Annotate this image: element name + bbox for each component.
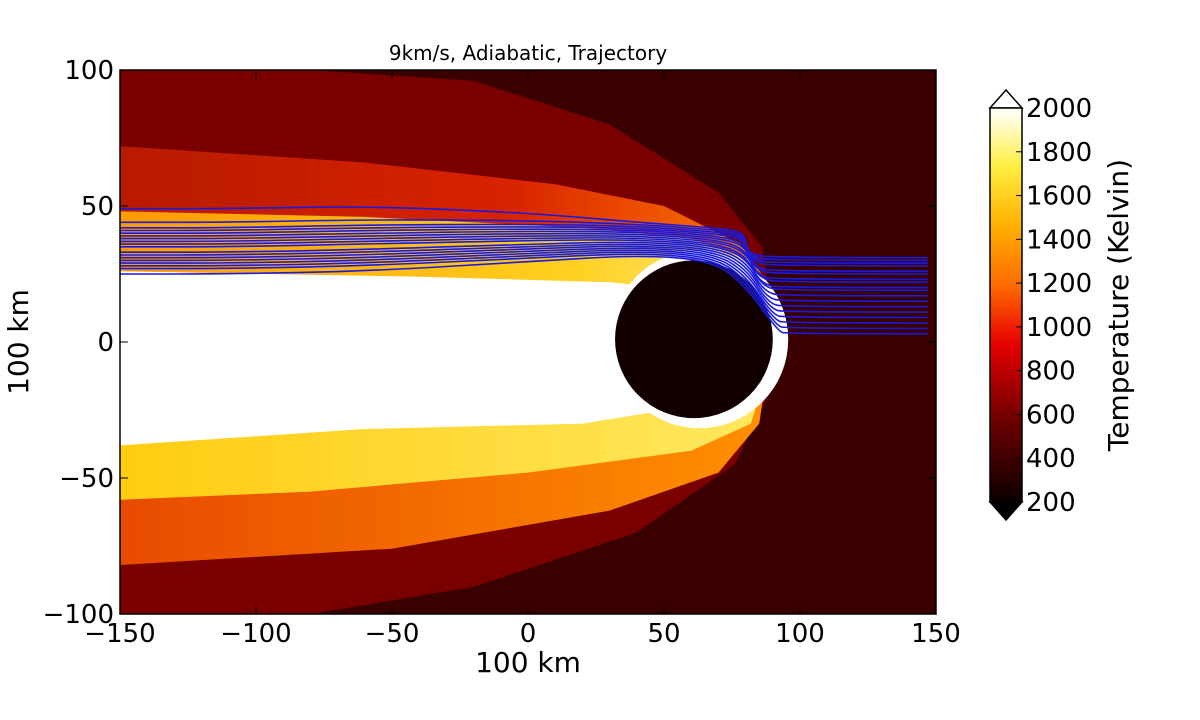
colorbar-tick-label: 1800 — [1026, 138, 1092, 168]
heatmap-field — [120, 70, 936, 614]
x-axis-label: 100 km — [475, 646, 581, 679]
colorbar-tick-label: 600 — [1026, 400, 1076, 430]
y-tick-label: −100 — [43, 600, 114, 630]
trajectory-line — [120, 232, 928, 281]
colorbar-tick-label: 1400 — [1026, 225, 1092, 255]
trajectory-line — [120, 251, 928, 324]
y-tick-label: −50 — [59, 464, 114, 494]
obstacle-disk — [615, 260, 773, 419]
trajectory-lines — [120, 206, 928, 335]
x-tick-label: 0 — [520, 619, 537, 649]
colorbar-tick-label: 400 — [1026, 444, 1076, 474]
trajectory-line — [120, 230, 928, 275]
trajectory-line — [120, 206, 928, 259]
colorbar-tick-label: 1200 — [1026, 269, 1092, 299]
colorbar-tick-label: 2000 — [1026, 94, 1092, 124]
trajectory-line — [120, 237, 928, 289]
x-tick-label: 50 — [647, 619, 680, 649]
y-tick-label: 0 — [97, 328, 114, 358]
x-tick-label: −150 — [84, 619, 155, 649]
y-axis-label: 100 km — [2, 289, 35, 395]
trajectory-line — [120, 226, 928, 267]
trajectory-line — [120, 241, 928, 297]
hot-wake-core — [120, 271, 762, 446]
trajectory-line — [120, 243, 928, 302]
colorbar: 200 400 600 800 1000 1200 1400 1600 1800 2000 Tem… — [988, 88, 1135, 522]
colorbar-bar — [989, 107, 1023, 503]
colorbar-ticks: 200 400 600 800 1000 1200 1400 1600 1800 2000 — [1016, 94, 1092, 518]
colorbar-extend-bottom — [988, 501, 1024, 522]
y-axis-ticks: −100 −50 0 50 100 — [43, 56, 936, 630]
x-tick-label: −100 — [220, 619, 291, 649]
trajectory-line — [120, 219, 928, 262]
colorbar-tick-label: 200 — [1026, 488, 1076, 518]
chart-title: 9km/s, Adiabatic, Trajectory — [389, 41, 667, 65]
x-axis-ticks: −150 −100 −50 0 50 100 150 — [84, 70, 961, 649]
colorbar-tick-label: 1000 — [1026, 313, 1092, 343]
trajectory-line — [120, 253, 928, 330]
trajectory-line — [120, 249, 928, 319]
colorbar-extend-top — [988, 88, 1024, 109]
x-tick-label: −50 — [365, 619, 420, 649]
trajectory-line — [120, 228, 928, 273]
colorbar-tick-label: 1600 — [1026, 182, 1092, 212]
trajectory-line — [120, 255, 928, 335]
trajectory-line — [120, 239, 928, 292]
x-tick-label: 100 — [775, 619, 825, 649]
y-tick-label: 50 — [81, 192, 114, 222]
colorbar-tick-label: 800 — [1026, 357, 1076, 387]
trajectory-line — [120, 245, 928, 308]
trajectory-line — [120, 247, 928, 313]
y-tick-label: 100 — [64, 56, 114, 86]
colorbar-label: Temperature (Kelvin) — [1102, 159, 1135, 452]
trajectory-line — [120, 223, 928, 264]
trajectory-line — [120, 234, 928, 283]
x-tick-label: 150 — [911, 619, 961, 649]
